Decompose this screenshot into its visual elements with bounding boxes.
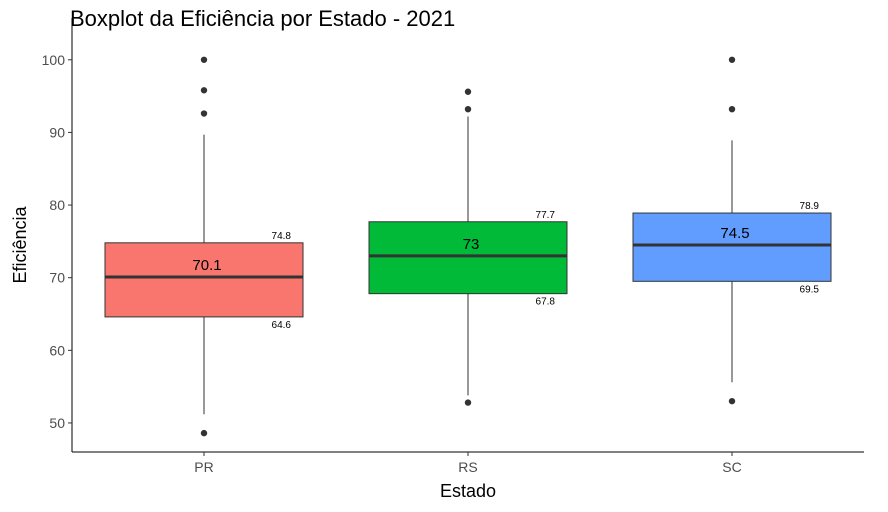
x-tick-label: SC (722, 459, 741, 475)
q3-label: 74.8 (272, 231, 292, 242)
outlier-point (464, 105, 472, 113)
outlier-point (200, 429, 208, 437)
q3-label: 78.9 (800, 201, 820, 212)
axes: 50 60 70 80 90 100 PR RS SC (42, 18, 864, 475)
y-tick-label: 70 (49, 270, 65, 286)
q3-label: 77.7 (536, 210, 556, 221)
median-label: 74.5 (720, 225, 749, 242)
q1-label: 67.8 (536, 297, 556, 308)
outlier-point (728, 397, 736, 405)
outlier-point (728, 105, 736, 113)
y-tick-label: 50 (49, 415, 65, 431)
box-rs: 73 77.7 67.8 (368, 88, 568, 406)
box-pr: 70.1 74.8 64.6 (104, 56, 304, 437)
y-tick-label: 90 (49, 124, 65, 140)
x-tick-label: PR (194, 459, 213, 475)
y-tick-label: 100 (42, 52, 66, 68)
outlier-point (200, 87, 208, 94)
x-tick-label: RS (458, 459, 477, 475)
y-tick-label: 60 (49, 342, 65, 358)
outlier-point (728, 56, 736, 63)
x-axis-title: Estado (440, 481, 496, 501)
box-sc: 74.5 78.9 69.5 (632, 56, 832, 405)
y-axis-title: Eficiência (10, 205, 30, 283)
median-label: 73 (463, 236, 480, 253)
iqr-box (632, 212, 832, 282)
boxes: 70.1 74.8 64.6 73 77.7 67.8 74.5 78.9 69.5 (104, 56, 832, 437)
q1-label: 69.5 (800, 284, 820, 295)
median-label: 70.1 (192, 257, 221, 274)
outlier-point (200, 110, 208, 117)
chart-title: Boxplot da Eficiência por Estado - 2021 (70, 6, 456, 31)
q1-label: 64.6 (272, 320, 292, 331)
outlier-point (464, 399, 472, 406)
outlier-point (464, 88, 472, 95)
y-tick-label: 80 (49, 197, 65, 213)
iqr-box (104, 242, 304, 318)
outlier-point (200, 56, 208, 63)
iqr-box (368, 221, 568, 295)
